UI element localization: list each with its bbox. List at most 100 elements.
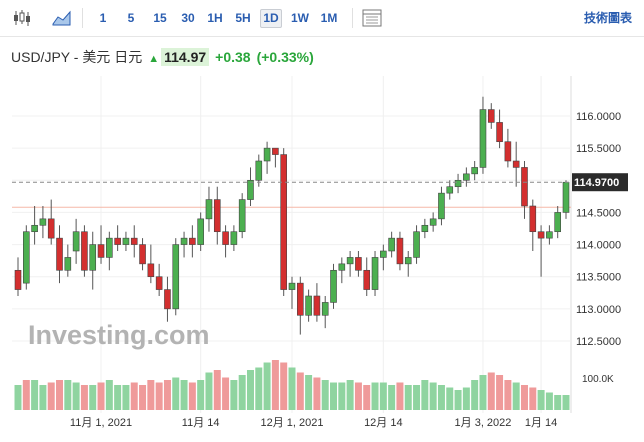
candle-body: [97, 244, 105, 258]
investing-logo-watermark: Investing.com: [28, 320, 210, 350]
volume-bar: [437, 385, 445, 410]
volume-bar: [47, 382, 55, 410]
volume-bar: [512, 382, 520, 410]
candle-body: [180, 237, 188, 245]
candle-body: [263, 147, 271, 162]
y-tick-label: 113.0000: [576, 304, 621, 316]
volume-bar: [155, 382, 163, 410]
timeframe-1d[interactable]: 1D: [260, 9, 282, 28]
layout-grid-icon[interactable]: [362, 9, 382, 27]
candle-body: [114, 237, 121, 245]
candle-body: [164, 289, 171, 310]
symbol-title: USD/JPY - 美元 日元: [11, 49, 143, 65]
candle-body: [454, 179, 462, 188]
candle-body: [213, 199, 221, 233]
timeframe-15min[interactable]: 15: [153, 11, 167, 25]
volume-bar: [529, 387, 537, 410]
x-tick-label: 11月 1, 2021: [70, 417, 132, 429]
candle-body: [446, 186, 454, 194]
y-tick-label: 113.5000: [576, 272, 621, 284]
candle-body: [222, 231, 229, 245]
candle-body: [247, 179, 254, 200]
area-chart-icon[interactable]: [52, 9, 72, 27]
volume-bar: [396, 382, 404, 410]
candle-body: [504, 141, 512, 162]
candle-body: [512, 160, 520, 168]
price-chart[interactable]: 116.0000115.5000115.0000114.5000114.0000…: [0, 76, 644, 442]
candle-body: [463, 173, 470, 181]
volume-bar: [188, 382, 196, 410]
candle-body: [321, 302, 329, 316]
volume-bar: [180, 380, 188, 410]
volume-bar: [31, 380, 39, 410]
volume-bar: [105, 380, 113, 410]
candle-body: [288, 282, 296, 290]
candle-body: [155, 276, 163, 290]
candle-body: [471, 167, 478, 175]
candle-body: [496, 122, 503, 143]
volume-label: 100.0K: [582, 374, 614, 385]
volume-bar: [363, 385, 371, 410]
candle-body: [355, 257, 362, 271]
candle-body: [521, 167, 528, 207]
volume-bar: [404, 385, 412, 410]
up-arrow-icon: ▲: [148, 53, 160, 65]
volume-bar: [429, 382, 437, 410]
candle-body: [122, 237, 130, 245]
volume-bar: [213, 370, 221, 410]
candle-body: [189, 237, 196, 245]
volume-bar: [222, 377, 230, 410]
volume-bar: [330, 382, 338, 410]
timeframe-1m[interactable]: 1M: [320, 11, 338, 25]
timeframe-1h[interactable]: 1H: [207, 11, 223, 25]
volume-bar: [271, 360, 279, 410]
volume-bar: [520, 385, 528, 410]
y-tick-label: 114.5000: [576, 207, 621, 219]
technical-chart-link[interactable]: 技術圖表: [583, 11, 632, 25]
candlestick-chart-icon[interactable]: [12, 9, 32, 27]
candle-body: [371, 257, 379, 290]
volume-bar: [371, 382, 379, 410]
x-tick-label: 12月 1, 2021: [261, 417, 324, 429]
timeframe-1min[interactable]: 1: [99, 11, 107, 25]
candle-body: [147, 263, 155, 278]
candle-body: [197, 218, 204, 245]
volume-bar: [504, 380, 512, 410]
volume-bar: [462, 387, 470, 410]
volume-bar: [14, 385, 22, 410]
volume-bar: [205, 372, 213, 410]
last-price: 114.97: [161, 48, 210, 66]
price-change-percent: (+0.33%): [256, 49, 314, 65]
candle-body: [47, 218, 55, 239]
volume-bar: [487, 372, 495, 410]
volume-bar: [238, 375, 246, 410]
candle-body: [421, 224, 429, 233]
volume-bar: [89, 385, 97, 410]
volume-bar: [446, 387, 454, 410]
current-price-tag: [572, 173, 628, 192]
timeframe-5min[interactable]: 5: [127, 11, 135, 25]
volume-bar: [263, 362, 271, 410]
candle-body: [487, 109, 495, 123]
volume-bar: [130, 382, 138, 410]
x-tick-label: 1月 14: [525, 417, 557, 429]
volume-bar: [255, 367, 263, 410]
quote-header: USD/JPY - 美元 日元 ▲ 114.97 +0.38 (+0.33%): [11, 46, 314, 68]
volume-bar: [554, 395, 562, 410]
volume-bar: [346, 380, 354, 410]
candle-body: [56, 237, 63, 271]
timeframe-5h[interactable]: 5H: [235, 11, 251, 25]
volume-bar: [471, 380, 479, 410]
candle-body: [238, 199, 246, 233]
candle-body: [72, 231, 80, 252]
timeframe-1w[interactable]: 1W: [291, 11, 309, 25]
candle-body: [338, 263, 346, 271]
candle-body: [363, 269, 371, 290]
timeframe-30min[interactable]: 30: [181, 11, 195, 25]
candle-body: [230, 231, 238, 245]
candle-body: [380, 250, 387, 258]
volume-bar: [288, 367, 296, 410]
volume-bar: [305, 375, 313, 410]
candle-body: [330, 269, 337, 303]
volume-bar: [354, 382, 362, 410]
